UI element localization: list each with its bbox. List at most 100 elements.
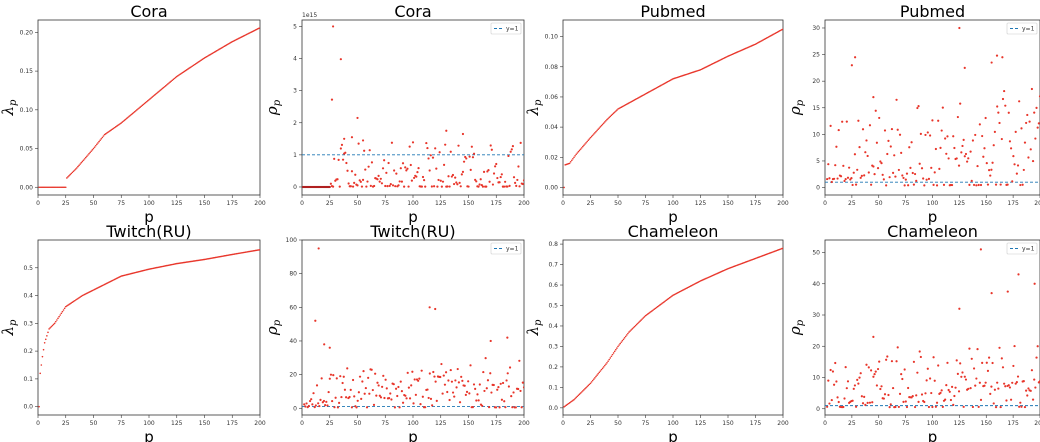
data-point xyxy=(403,185,406,188)
data-point xyxy=(60,312,63,315)
data-point xyxy=(923,184,926,187)
plot-area xyxy=(38,26,260,189)
data-point xyxy=(327,390,330,394)
y-tick-label: 0 xyxy=(293,184,297,191)
y-axis-label: λp xyxy=(524,319,544,337)
data-point xyxy=(905,405,909,409)
data-point xyxy=(415,175,418,178)
data-point xyxy=(103,133,106,136)
data-point xyxy=(836,396,839,399)
data-point xyxy=(901,377,904,381)
data-point xyxy=(137,108,139,110)
data-point xyxy=(859,372,862,375)
x-tick-label: 175 xyxy=(1007,200,1019,207)
data-point xyxy=(52,186,55,189)
data-point xyxy=(990,61,993,64)
data-point xyxy=(900,373,903,376)
data-point xyxy=(873,373,876,376)
data-point xyxy=(123,119,126,121)
data-point xyxy=(112,127,115,130)
data-point xyxy=(522,386,524,389)
data-point xyxy=(868,124,872,127)
x-tick-label: 75 xyxy=(117,420,125,427)
data-point xyxy=(598,371,601,374)
data-point xyxy=(44,186,47,189)
data-point xyxy=(970,179,973,182)
data-point xyxy=(138,107,140,109)
x-tick-label: 175 xyxy=(750,200,762,207)
data-point xyxy=(410,384,413,387)
x-tick-label: 200 xyxy=(1034,420,1040,427)
data-point xyxy=(904,400,907,403)
data-point xyxy=(455,181,458,184)
data-point xyxy=(925,178,928,181)
data-point xyxy=(1001,366,1005,369)
data-point xyxy=(458,401,462,404)
data-point xyxy=(434,147,437,150)
data-point xyxy=(915,179,918,183)
data-point xyxy=(1007,384,1010,387)
data-point xyxy=(872,96,875,99)
data-point xyxy=(959,362,962,365)
data-point xyxy=(517,165,520,168)
data-point xyxy=(1006,183,1009,186)
data-point xyxy=(983,147,986,150)
data-point xyxy=(353,395,356,398)
data-point xyxy=(898,392,902,395)
data-point xyxy=(992,144,995,147)
data-point xyxy=(413,378,416,381)
x-tick-label: 125 xyxy=(435,200,447,207)
data-point xyxy=(979,248,982,251)
data-point xyxy=(585,386,587,389)
data-point xyxy=(1014,382,1017,385)
data-point xyxy=(108,130,110,133)
data-point xyxy=(1009,147,1013,150)
data-point xyxy=(1035,356,1038,359)
data-point xyxy=(1033,111,1036,114)
data-point xyxy=(569,161,572,163)
data-point xyxy=(365,185,368,188)
data-point xyxy=(666,298,669,301)
data-point xyxy=(564,405,566,407)
data-point xyxy=(512,176,516,179)
data-point xyxy=(442,374,445,377)
data-point xyxy=(644,314,647,317)
data-point xyxy=(116,125,118,127)
data-point xyxy=(369,184,372,188)
data-point xyxy=(165,84,168,86)
data-point xyxy=(259,26,260,29)
data-point xyxy=(496,388,499,391)
data-point xyxy=(630,329,632,331)
data-point xyxy=(588,138,591,140)
data-point xyxy=(451,391,455,394)
data-point xyxy=(615,110,617,112)
data-point xyxy=(388,184,391,188)
x-tick-label: 0 xyxy=(823,200,827,207)
data-point xyxy=(451,173,455,177)
data-point xyxy=(435,399,438,402)
data-point xyxy=(345,161,348,165)
data-point xyxy=(470,145,473,148)
data-point xyxy=(962,138,965,141)
axes-frame xyxy=(301,239,525,416)
data-point xyxy=(373,184,376,188)
data-point xyxy=(361,380,364,383)
data-point xyxy=(74,168,77,170)
data-point xyxy=(323,343,326,346)
data-point xyxy=(841,120,844,123)
data-point xyxy=(430,185,433,188)
data-point xyxy=(481,404,484,407)
x-tick-label: 200 xyxy=(518,420,530,427)
data-point xyxy=(902,176,905,180)
data-point xyxy=(944,137,947,140)
data-point xyxy=(643,316,646,318)
x-tick-label: 125 xyxy=(695,420,707,427)
axes-frame xyxy=(37,19,261,196)
data-point xyxy=(573,398,575,401)
data-point xyxy=(903,368,906,371)
data-point xyxy=(510,395,513,398)
data-point xyxy=(856,168,859,171)
x-axis-label: p xyxy=(408,208,418,226)
data-point xyxy=(514,406,517,409)
data-point xyxy=(38,405,40,408)
